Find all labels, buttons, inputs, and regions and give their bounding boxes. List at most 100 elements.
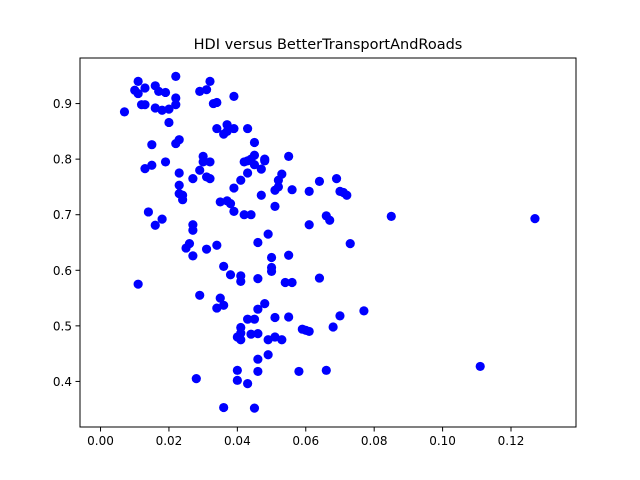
data-point: [219, 300, 229, 310]
data-point: [219, 402, 229, 413]
data-point: [143, 207, 154, 217]
data-point: [232, 365, 242, 375]
data-point: [249, 160, 260, 170]
data-point: [150, 220, 160, 230]
data-point: [236, 328, 246, 338]
data-point: [133, 76, 143, 86]
data-point: [212, 97, 222, 108]
data-point: [249, 403, 260, 413]
data-point: [215, 293, 225, 303]
y-tick-label: 0.9: [53, 97, 72, 111]
data-point: [133, 88, 143, 99]
data-point: [266, 266, 277, 276]
data-point: [164, 117, 174, 128]
data-point: [184, 239, 195, 249]
data-point: [280, 277, 290, 288]
x-tick-label: 0.06: [292, 434, 319, 448]
data-point: [530, 214, 540, 224]
data-point: [243, 379, 253, 389]
data-point: [263, 350, 273, 360]
data-point: [321, 365, 331, 375]
data-point: [243, 123, 253, 134]
data-point: [256, 164, 266, 174]
y-tick-label: 0.7: [53, 208, 72, 222]
chart-title: HDI versus BetterTransportAndRoads: [194, 37, 463, 53]
x-tick-label: 0.10: [429, 434, 456, 448]
data-point: [160, 87, 171, 98]
data-point: [277, 335, 287, 345]
data-point: [188, 251, 198, 261]
data-point: [294, 366, 304, 377]
data-point: [331, 173, 342, 184]
data-point: [284, 250, 294, 260]
data-point: [205, 173, 215, 184]
data-point: [164, 104, 174, 114]
data-point: [212, 123, 222, 134]
data-point: [147, 160, 157, 170]
data-point: [140, 100, 150, 110]
data-point: [236, 175, 246, 185]
data-point: [345, 239, 355, 249]
data-point: [174, 168, 184, 178]
x-tick-label: 0.04: [224, 434, 251, 448]
data-point: [154, 86, 164, 96]
data-point: [229, 123, 239, 134]
data-point: [253, 274, 263, 284]
data-point: [195, 290, 205, 300]
data-point: [205, 76, 215, 86]
data-point: [119, 107, 130, 117]
data-point: [270, 312, 280, 323]
data-point: [174, 180, 184, 190]
data-point: [140, 163, 150, 174]
data-point: [198, 151, 208, 161]
data-point: [256, 190, 266, 200]
data-point: [133, 279, 143, 289]
data-point: [253, 366, 263, 377]
data-point: [160, 157, 171, 167]
y-tick-label: 0.8: [53, 153, 72, 167]
data-point: [253, 304, 263, 314]
data-point: [335, 311, 345, 321]
data-point: [171, 93, 181, 103]
data-point: [284, 151, 294, 161]
data-point: [219, 261, 229, 271]
data-point: [178, 195, 188, 205]
data-point: [253, 237, 263, 248]
x-tick-label: 0.12: [498, 434, 525, 448]
data-point: [147, 140, 157, 150]
x-tick-label: 0.08: [361, 434, 388, 448]
data-point: [304, 186, 314, 196]
data-point: [229, 183, 239, 193]
data-point: [253, 354, 263, 364]
data-point: [229, 91, 239, 101]
data-point: [229, 206, 239, 216]
data-point: [287, 185, 297, 195]
data-point: [260, 299, 270, 309]
data-point: [171, 71, 181, 81]
data-point: [140, 83, 150, 93]
data-point: [325, 215, 335, 225]
data-point: [266, 252, 277, 263]
data-point: [201, 85, 212, 95]
data-point: [212, 240, 222, 250]
data-point: [236, 335, 246, 345]
x-tick-label: 0.00: [87, 434, 114, 448]
data-point: [232, 375, 242, 385]
data-point: [239, 210, 249, 220]
data-point: [236, 276, 246, 286]
data-point: [157, 105, 167, 115]
data-point: [304, 326, 314, 337]
x-tick-label: 0.02: [156, 434, 183, 448]
data-point: [174, 135, 184, 145]
y-tick-label: 0.4: [53, 375, 72, 389]
axes: 0.00 0.02 0.04 0.06 0.08 0.10 0.12 0.4 0.5 0.6 0.7…: [53, 57, 577, 448]
data-point: [188, 173, 198, 184]
data-point: [263, 229, 273, 239]
data-point: [386, 211, 396, 221]
data-point: [475, 361, 485, 372]
y-tick-label: 0.6: [53, 264, 72, 278]
data-point: [359, 306, 369, 316]
data-point: [277, 169, 287, 179]
